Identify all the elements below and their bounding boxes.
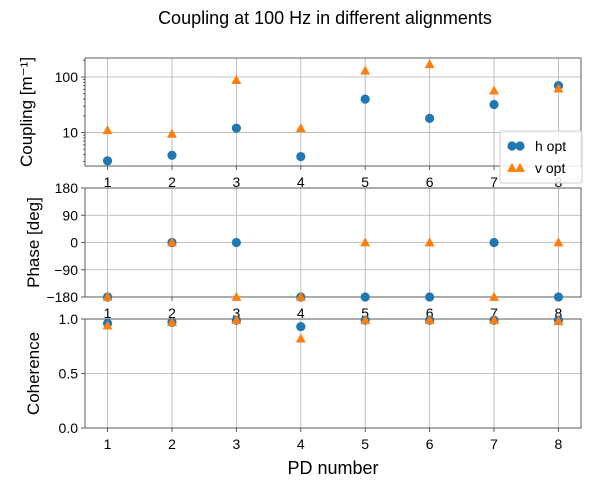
y-tick-label: 90	[62, 207, 78, 223]
x-tick-label: 1	[104, 305, 112, 321]
x-tick-label: 1	[104, 436, 112, 452]
y-tick-label: 180	[55, 180, 79, 196]
x-tick-label: 6	[426, 174, 434, 190]
h-opt-point	[296, 322, 306, 332]
x-tick-label: 6	[426, 436, 434, 452]
h-opt-point	[553, 292, 564, 302]
y-tick-label: 0	[70, 235, 78, 251]
panel-3: 1 2 3 4 5 6 7 8 0.0 0.5 1.0 Coherence	[24, 311, 582, 452]
legend-marker-h-opt	[507, 141, 517, 151]
x-tick-label: 4	[297, 305, 305, 321]
axes-frame	[84, 57, 582, 167]
y-tick-label: −180	[46, 289, 78, 305]
h-opt-point	[425, 113, 435, 123]
y-tick-label: 1.0	[59, 311, 79, 327]
h-opt-point	[360, 94, 370, 104]
x-axis-label: PD number	[287, 458, 378, 478]
v-opt-point	[167, 317, 177, 327]
x-tick-label: 5	[361, 174, 369, 190]
v-opt-point	[102, 291, 113, 301]
v-opt-point	[231, 291, 242, 301]
x-tick-label: 8	[555, 305, 563, 321]
y-axis-label: Phase [deg]	[24, 197, 43, 288]
v-opt-point	[295, 333, 306, 343]
h-opt-point	[231, 123, 241, 133]
x-tick-label: 7	[490, 174, 498, 190]
legend-marker-v-opt	[515, 162, 525, 172]
x-tick-label: 5	[361, 436, 369, 452]
v-opt-point	[424, 59, 435, 69]
v-opt-point	[360, 65, 371, 75]
x-tick-label: 2	[168, 305, 176, 321]
v-opt-point	[102, 320, 113, 330]
x-tick-label: 6	[426, 305, 434, 321]
x-tick-label: 5	[361, 305, 369, 321]
v-opt-point	[167, 237, 177, 247]
h-opt-point	[167, 150, 177, 160]
legend-entry: h opt	[507, 138, 566, 154]
h-opt-point	[489, 99, 499, 110]
v-opt-point	[167, 128, 177, 138]
y-tick-label: 0.0	[59, 420, 79, 436]
v-opt-point	[102, 125, 113, 135]
legend-entry: v opt	[507, 160, 565, 176]
legend-marker-v-opt	[507, 162, 517, 172]
h-opt-point	[296, 151, 306, 162]
y-tick-label: 10	[62, 125, 78, 141]
y-tick-label: −90	[54, 262, 78, 278]
v-opt-point	[231, 74, 242, 85]
x-tick-label: 4	[297, 174, 305, 190]
v-opt-point	[360, 314, 371, 324]
h-opt-point	[425, 292, 435, 302]
legend-label: v opt	[535, 160, 565, 176]
v-opt-point	[360, 237, 371, 247]
v-opt-point	[295, 291, 306, 301]
y-tick-label: 0.5	[59, 366, 79, 382]
v-opt-point	[553, 237, 564, 247]
legend: h opt v opt	[499, 130, 583, 184]
x-tick-label: 7	[490, 436, 498, 452]
h-opt-point	[102, 156, 113, 166]
legend-label: h opt	[535, 138, 566, 154]
panel-2: 1 2 3 4 5 6 7 8 −180 −90 0 90 180 Phase [deg]	[24, 180, 582, 321]
h-opt-point	[489, 237, 499, 248]
h-opt-point	[231, 237, 241, 248]
y-axis-label: Coherence	[24, 332, 43, 415]
y-axis-label: Coupling [m⁻¹]	[17, 57, 36, 167]
chart-title: Coupling at 100 Hz in different alignmen…	[158, 8, 492, 28]
x-tick-label: 3	[232, 305, 240, 321]
x-tick-label: 3	[232, 436, 240, 452]
axes-frame	[84, 187, 582, 298]
v-opt-point	[424, 237, 435, 247]
x-tick-label: 4	[297, 436, 305, 452]
panels: 1234567810100Coupling [m⁻¹]12345678−180−…	[17, 57, 582, 452]
legend-marker-h-opt	[515, 141, 525, 151]
x-tick-label: 1	[104, 174, 112, 190]
h-opt-point	[360, 292, 370, 302]
x-tick-label: 3	[232, 174, 240, 190]
y-tick-label: 100	[55, 69, 79, 85]
v-opt-point	[489, 85, 499, 95]
v-opt-point	[295, 122, 306, 133]
panel-1: 1234567810100Coupling [m⁻¹]	[17, 57, 582, 190]
x-tick-label: 2	[168, 174, 176, 190]
x-tick-label: 7	[490, 305, 498, 321]
axes-frame	[84, 318, 582, 429]
v-opt-point	[553, 315, 564, 326]
v-opt-point	[489, 314, 499, 324]
v-opt-point	[424, 314, 435, 324]
x-tick-label: 8	[555, 436, 563, 452]
x-tick-label: 2	[168, 436, 176, 452]
v-opt-point	[231, 314, 242, 324]
v-opt-point	[489, 291, 499, 301]
v-opt-point	[553, 83, 564, 93]
